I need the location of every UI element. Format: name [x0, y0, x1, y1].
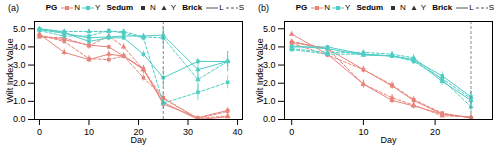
svg-text:1.0: 1.0: [263, 96, 276, 107]
svg-text:5.0: 5.0: [263, 24, 276, 34]
html-text:(b): (b): [258, 2, 269, 13]
svg-text:20: 20: [133, 126, 144, 137]
svg-text:Day: Day: [130, 135, 147, 145]
html-text:L: L: [469, 3, 474, 12]
svg-text:0: 0: [37, 127, 42, 137]
svg-text:4.0: 4.0: [263, 41, 276, 52]
html-text:S: S: [488, 3, 494, 12]
html-text:Brick: Brick: [432, 3, 453, 12]
html-text:Y: Y: [345, 3, 351, 12]
html-text:PG: PG: [45, 3, 58, 12]
svg-text:4.0: 4.0: [13, 41, 26, 52]
svg-text:20: 20: [430, 127, 440, 137]
svg-text:10: 10: [358, 127, 368, 137]
svg-text:2.0: 2.0: [13, 78, 26, 89]
svg-text:0: 0: [289, 127, 294, 137]
svg-text:Wilt Index Value: Wilt Index Value: [255, 38, 265, 102]
svg-text:3.0: 3.0: [263, 59, 276, 70]
html-text:Y: Y: [170, 3, 177, 12]
html-text:N: N: [150, 3, 156, 12]
svg-text:0.0: 0.0: [13, 114, 26, 124]
svg-text:Day: Day: [380, 135, 397, 145]
html-text:N: N: [324, 3, 330, 12]
html-text:Y: Y: [95, 3, 101, 12]
svg-text:Wilt Index Value: Wilt Index Value: [5, 38, 15, 102]
html-text:S: S: [238, 3, 244, 12]
html-text:L: L: [219, 3, 224, 12]
svg-text:2.0: 2.0: [263, 78, 276, 89]
svg-text:30: 30: [183, 127, 193, 137]
html-text:PG: PG: [295, 3, 308, 12]
html-text:Sedum: Sedum: [106, 3, 134, 12]
html-text:Sedum: Sedum: [356, 3, 384, 12]
svg-text:10: 10: [84, 127, 94, 137]
svg-text:3.0: 3.0: [13, 59, 26, 70]
html-text:Y: Y: [420, 3, 427, 12]
html-text:(a): (a): [8, 2, 19, 13]
html-text:Brick: Brick: [182, 3, 203, 12]
svg-text:1.0: 1.0: [13, 96, 26, 107]
svg-text:5.0: 5.0: [13, 24, 26, 34]
svg-text:40: 40: [233, 127, 243, 137]
html-text:N: N: [400, 3, 406, 12]
html-text:N: N: [74, 3, 80, 12]
svg-text:0.0: 0.0: [263, 114, 276, 124]
